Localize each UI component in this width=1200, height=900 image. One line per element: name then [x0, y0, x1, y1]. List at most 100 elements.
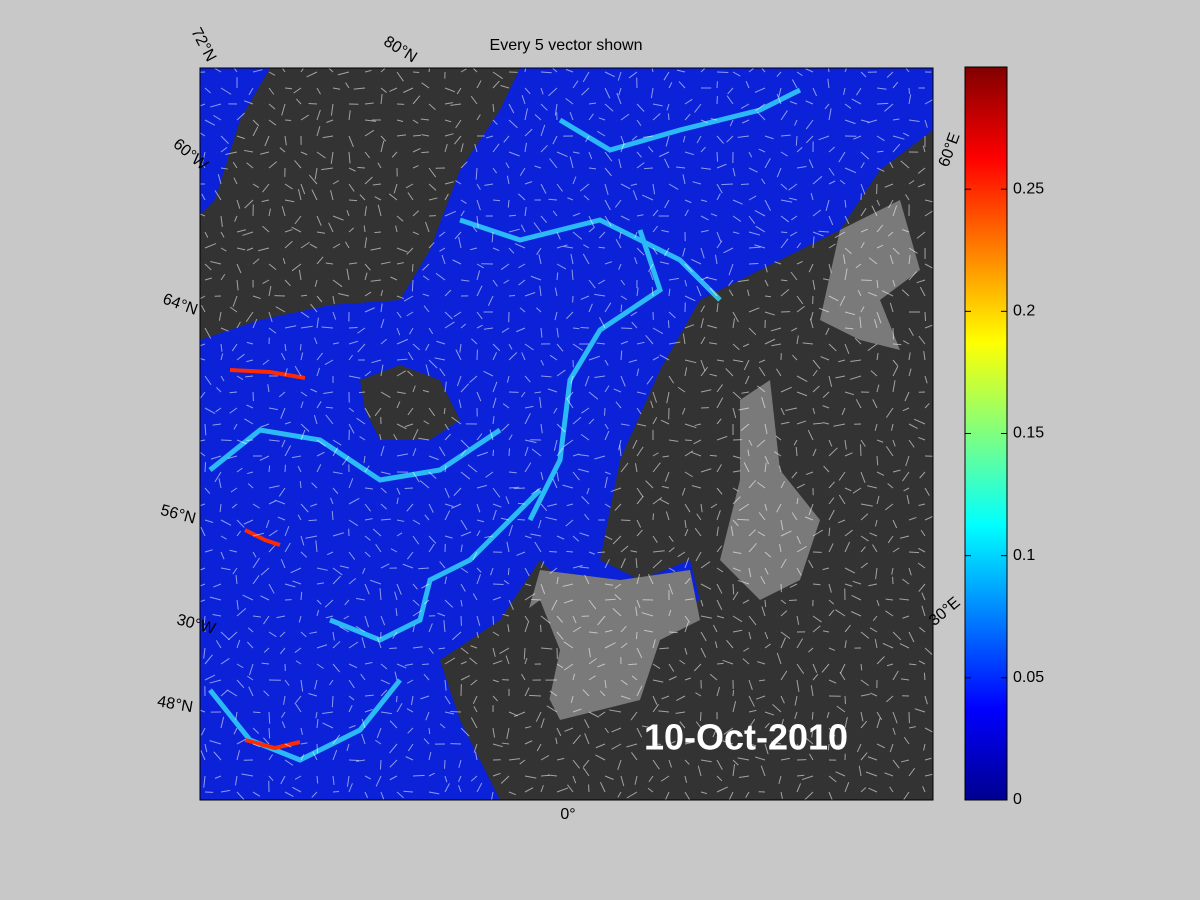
vector [540, 503, 548, 512]
vector [252, 727, 260, 734]
vector [918, 547, 926, 553]
vector [598, 246, 606, 249]
vector [776, 368, 782, 377]
vector [668, 676, 677, 681]
vector [844, 268, 848, 281]
vector [812, 663, 818, 673]
vector [508, 471, 517, 474]
vector [508, 352, 518, 361]
vector [597, 130, 606, 137]
vector [540, 583, 546, 595]
vector [843, 87, 846, 95]
vector [778, 465, 782, 473]
vector [902, 791, 910, 800]
vector [908, 726, 916, 729]
vector [780, 134, 791, 137]
vector [666, 103, 670, 111]
vector [348, 354, 354, 361]
vector [599, 317, 606, 329]
vector [396, 497, 399, 505]
vector [220, 343, 223, 352]
vector [572, 416, 582, 425]
vector [613, 388, 622, 393]
vector [812, 448, 817, 457]
vector [332, 567, 343, 576]
vector [470, 247, 478, 251]
vector [908, 631, 915, 643]
vector [394, 591, 398, 601]
vector [284, 135, 287, 146]
vector [476, 503, 481, 513]
vector [652, 496, 663, 505]
vector [315, 540, 318, 553]
vector [827, 78, 830, 89]
vector [247, 471, 254, 475]
vector [458, 759, 462, 768]
vector [339, 626, 350, 633]
vector [506, 175, 510, 185]
vector [604, 430, 610, 441]
vector [924, 773, 933, 777]
vector [421, 134, 430, 137]
vector [738, 775, 750, 779]
vector [236, 135, 245, 140]
vector [860, 711, 864, 722]
colorbar-tick-label: 0 [1013, 791, 1022, 808]
vector [556, 151, 568, 158]
strong-current [229, 368, 306, 380]
vector [732, 629, 743, 633]
vector [780, 610, 788, 617]
vector [406, 311, 414, 317]
vector [233, 177, 238, 185]
vector [245, 311, 254, 323]
vector [839, 295, 846, 307]
vector [517, 502, 526, 505]
vector [476, 215, 479, 228]
vector [471, 338, 478, 345]
vector [742, 599, 750, 604]
vector [316, 663, 324, 669]
vector [203, 775, 206, 788]
vector [668, 439, 679, 442]
vector [316, 439, 326, 447]
vector [648, 775, 654, 783]
vector [659, 647, 670, 650]
vector [455, 180, 462, 185]
vector [252, 183, 260, 188]
vector [403, 790, 414, 793]
vector [316, 215, 322, 226]
vector [791, 471, 798, 479]
vector [291, 455, 302, 459]
vector [236, 530, 242, 537]
vector [598, 117, 606, 121]
vector [508, 151, 520, 157]
vector [636, 487, 644, 498]
vector [908, 767, 916, 777]
vector [764, 722, 770, 729]
vector [572, 471, 580, 481]
vector [444, 783, 450, 793]
vector [597, 551, 606, 554]
vector [918, 503, 926, 506]
ocean [200, 68, 933, 800]
vector [364, 102, 374, 105]
graticule-label: 0° [560, 806, 575, 823]
vector [620, 775, 625, 787]
vector [476, 530, 481, 537]
vector [476, 311, 483, 320]
vector [652, 356, 660, 361]
vector [280, 407, 286, 419]
vector [579, 532, 590, 537]
vector [776, 71, 782, 77]
vector [919, 627, 926, 633]
vector [470, 775, 478, 782]
vector [524, 535, 532, 539]
vector [668, 535, 674, 543]
vector [331, 511, 334, 521]
vector [300, 551, 308, 558]
vector [263, 737, 270, 745]
vector [604, 359, 609, 366]
vector [348, 663, 358, 669]
vector [684, 577, 691, 585]
vector [300, 503, 309, 513]
